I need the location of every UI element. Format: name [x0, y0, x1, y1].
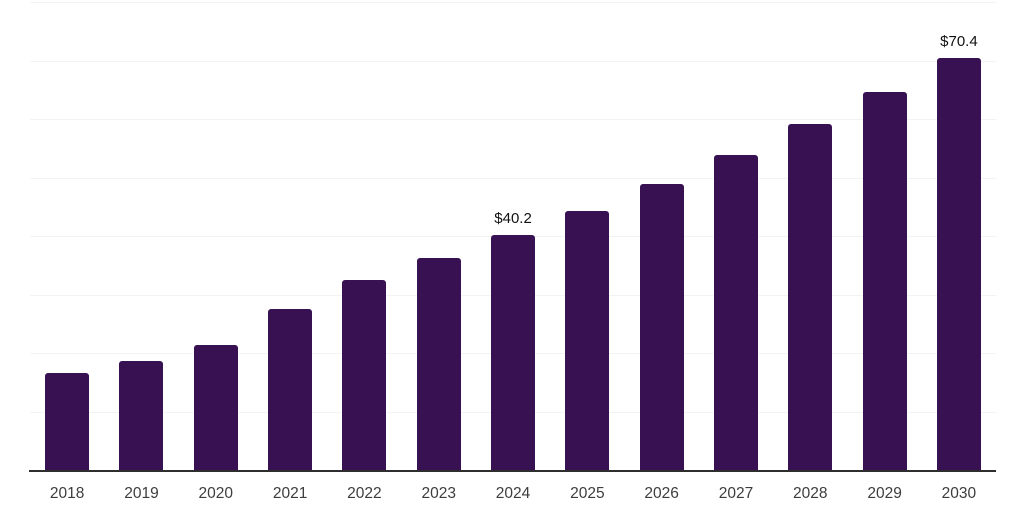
bar-2029	[862, 92, 907, 470]
bar-band-2019	[104, 2, 178, 470]
x-tick-2026: 2026	[644, 485, 679, 502]
bar-2021	[268, 309, 313, 470]
x-tick-2025: 2025	[570, 485, 605, 502]
bars-container: $40.2 $70.4	[30, 2, 996, 470]
bar-band-2021	[253, 2, 327, 470]
x-axis-line	[29, 470, 996, 472]
x-tick-2020: 2020	[198, 485, 234, 502]
bar-2022	[342, 279, 387, 470]
gridline-70	[30, 60, 996, 62]
bar-band-2025	[550, 2, 624, 470]
x-tick-2027: 2027	[718, 485, 754, 502]
bar-2019	[119, 360, 164, 470]
bar-band-2023	[402, 2, 476, 470]
x-tick-2021: 2021	[272, 485, 308, 502]
bar-2018	[45, 372, 90, 470]
bar-band-2022	[327, 2, 401, 470]
x-tick-2028: 2028	[793, 485, 828, 502]
bar-band-2030: $70.4	[922, 2, 996, 470]
bar-band-2020	[179, 2, 253, 470]
bar-value-label-2024: $40.2	[494, 209, 532, 227]
x-tick-2030: 2030	[941, 485, 977, 502]
bar-2028	[788, 124, 833, 470]
bar-2020	[193, 344, 238, 470]
bar-value-label-2030: $70.4	[940, 33, 978, 51]
bar-band-2018	[30, 2, 104, 470]
x-tick-2024: 2024	[495, 485, 531, 502]
bar-2027	[713, 154, 758, 470]
x-tick-2019: 2019	[124, 485, 159, 502]
gridline-50	[30, 177, 996, 179]
x-tick-2018: 2018	[49, 485, 85, 502]
gridline-60	[30, 119, 996, 120]
bar-band-2026	[625, 2, 699, 470]
bar-band-2027	[699, 2, 773, 470]
x-tick-2029: 2029	[867, 485, 902, 502]
x-axis-tick-labels: 2018 2019 2020 2021 2022 2023 2024 2025 2026 2027…	[30, 474, 996, 502]
x-tick-2023: 2023	[421, 485, 456, 502]
x-tick-2022: 2022	[347, 485, 382, 502]
bar-band-2024: $40.2	[476, 2, 550, 470]
bar-2026	[639, 183, 684, 470]
gridline-80	[30, 2, 996, 3]
bar-2030	[936, 58, 981, 470]
bar-band-2029	[847, 2, 921, 470]
bar-2025	[565, 210, 610, 470]
bar-2023	[416, 257, 461, 470]
bar-2024	[491, 234, 536, 470]
plot-area: $40.2 $70.4	[30, 2, 996, 470]
bar-band-2028	[773, 2, 847, 470]
